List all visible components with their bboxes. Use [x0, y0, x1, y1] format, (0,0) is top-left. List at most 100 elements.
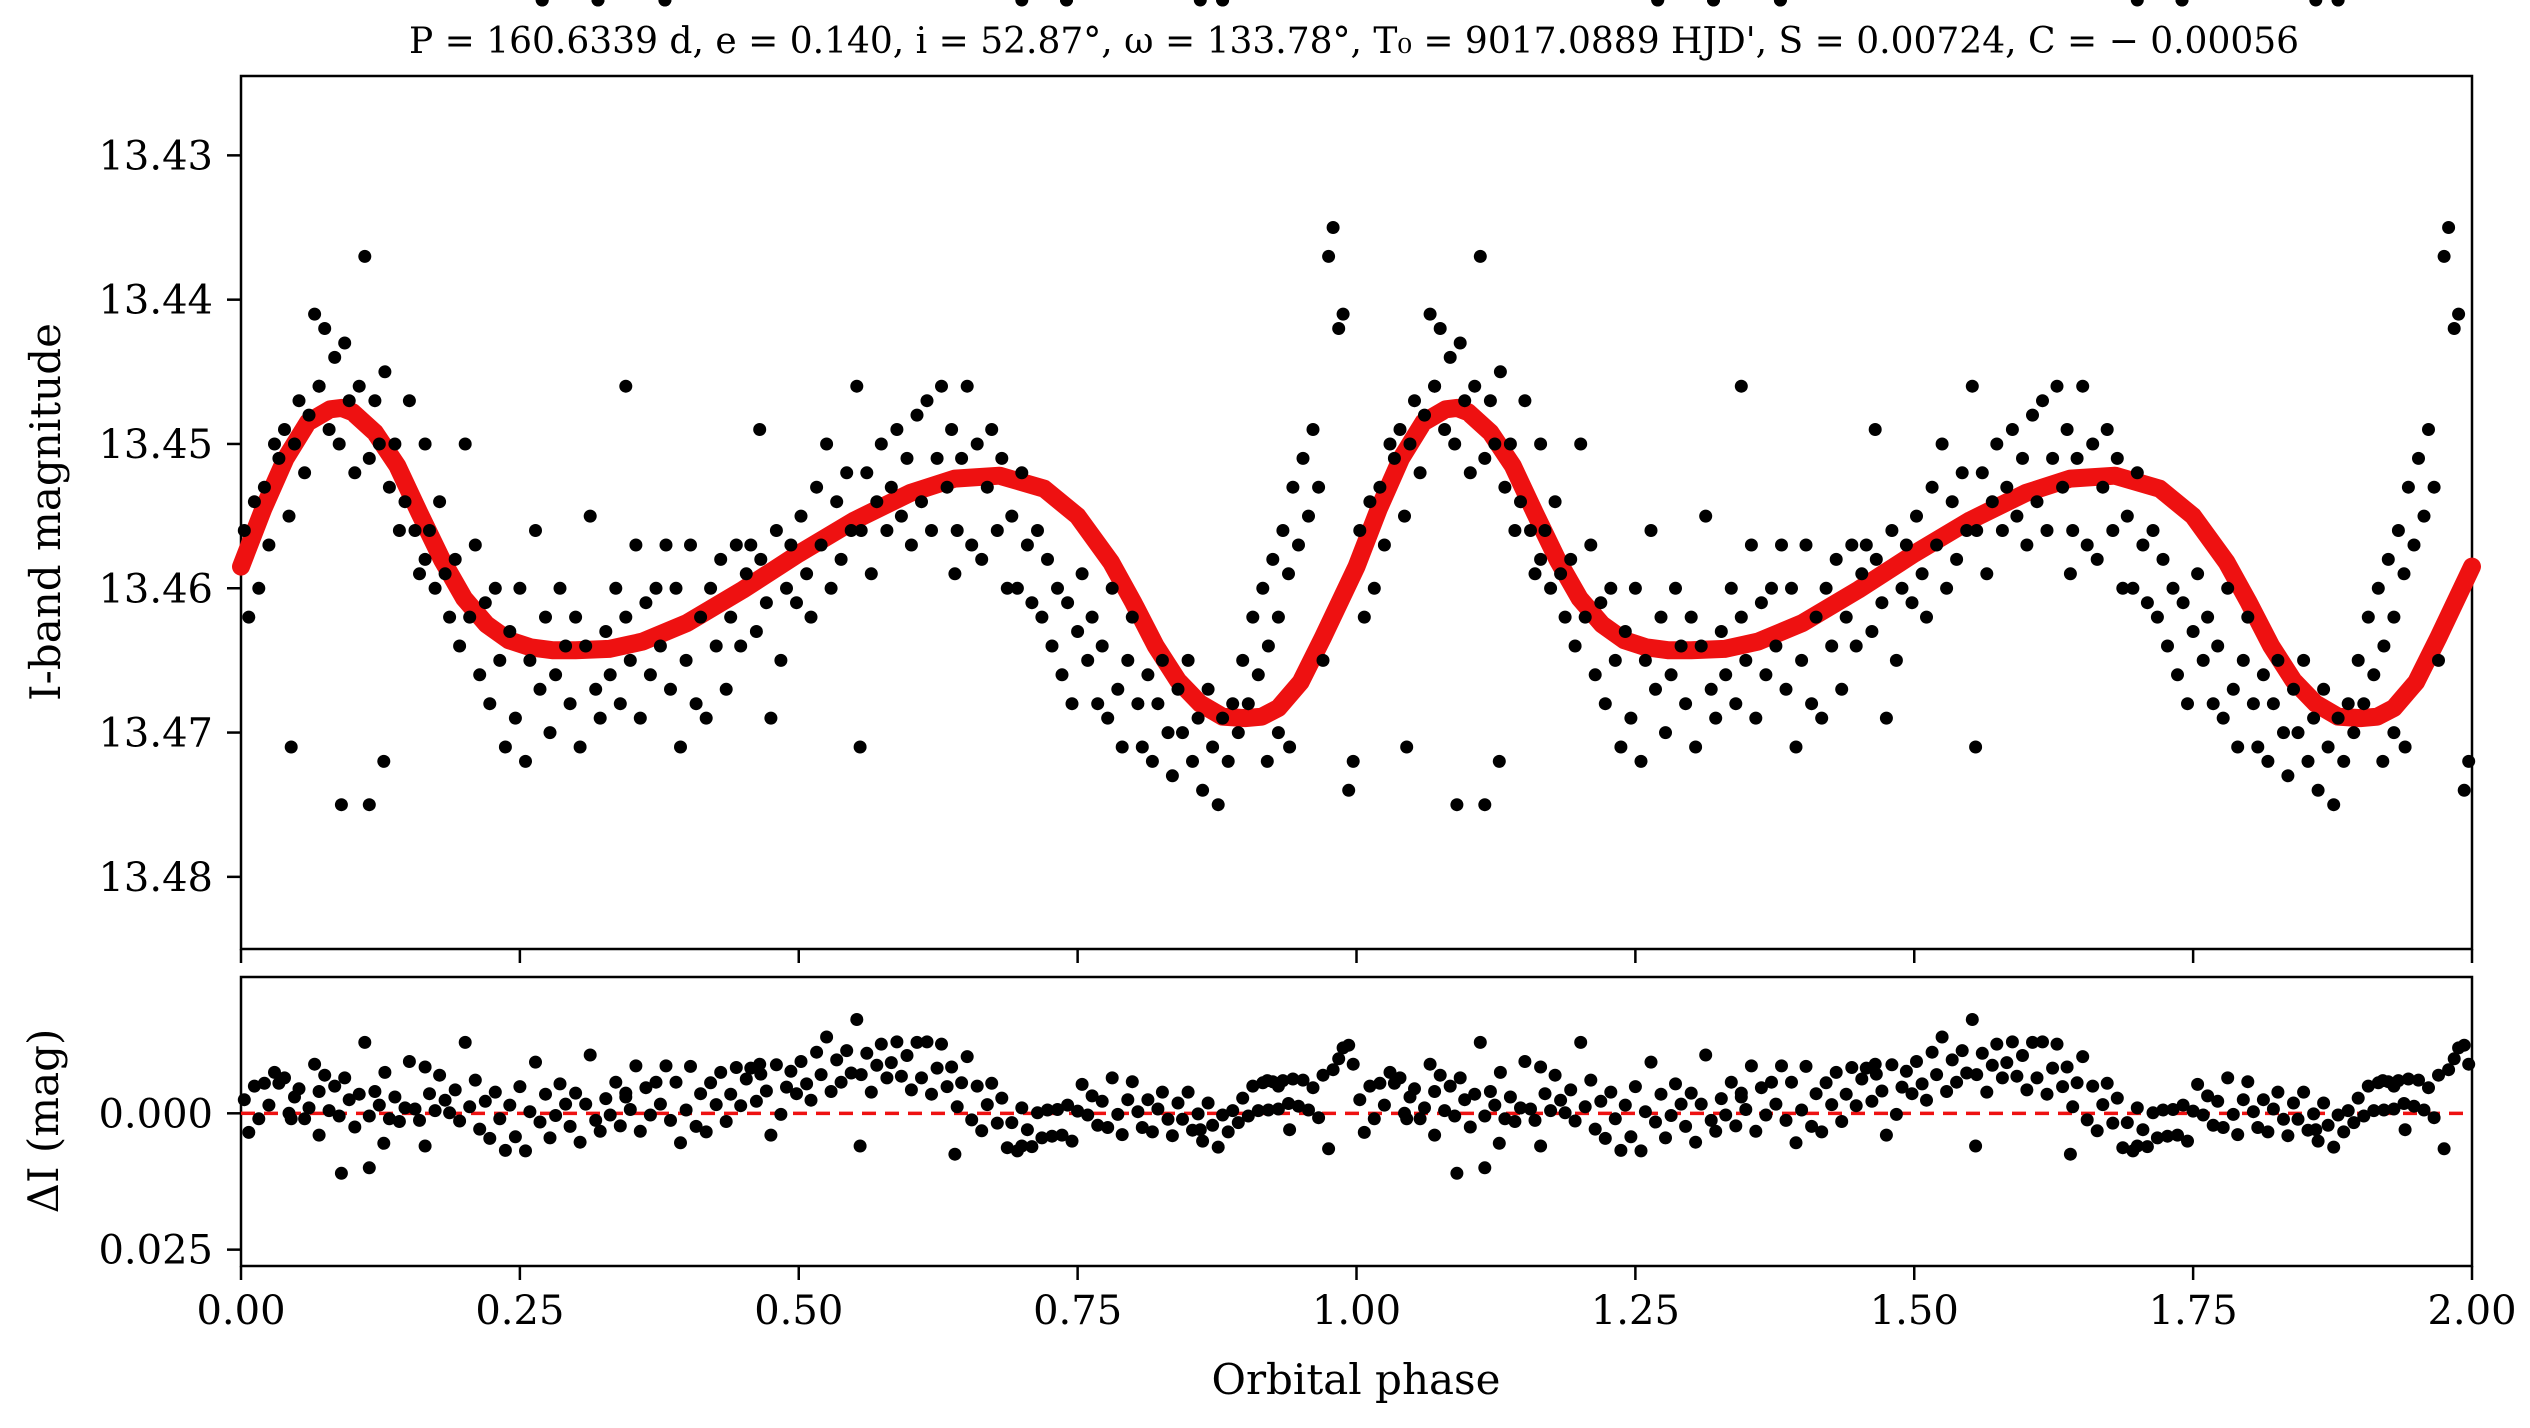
observation-point	[1534, 437, 1548, 451]
residual-point	[262, 1098, 276, 1112]
observation-point	[348, 466, 362, 480]
residual-point	[535, 0, 549, 7]
residual-point	[1829, 1065, 1843, 1079]
residual-point	[2150, 1131, 2164, 1145]
residual-point	[312, 1085, 326, 1098]
observation-point	[1231, 726, 1245, 740]
residual-point	[1075, 1077, 1089, 1091]
residual-point	[483, 1131, 497, 1145]
residual-point	[1889, 1107, 1903, 1121]
observation-point	[1654, 610, 1668, 624]
observation-point	[1458, 394, 1472, 408]
residual-point	[1724, 1075, 1738, 1089]
residual-point	[1905, 1087, 1919, 1101]
residual-point	[854, 1068, 868, 1082]
residual-point	[348, 1120, 362, 1134]
observation-point	[443, 610, 457, 624]
residual-point	[1418, 1101, 1431, 1115]
residual-point	[2437, 1142, 2451, 1156]
residual-point	[950, 1100, 964, 1114]
observation-point	[940, 480, 954, 494]
residual-point	[1985, 1058, 1999, 1072]
observation-point	[583, 509, 597, 523]
observation-point	[1664, 668, 1678, 682]
residual-point	[1206, 1118, 1220, 1132]
observation-point	[1450, 798, 1464, 812]
residual-point	[418, 1060, 432, 1074]
observation-point	[900, 451, 914, 465]
residual-point	[2447, 1052, 2461, 1066]
observation-point	[529, 524, 542, 537]
residual-point	[1869, 1067, 1883, 1081]
residual-point	[2201, 1089, 2215, 1103]
observation-point	[428, 581, 442, 595]
residual-point	[694, 1087, 708, 1101]
observation-point	[377, 754, 391, 768]
residual-point	[1785, 1075, 1798, 1089]
observation-point	[689, 697, 703, 711]
observation-point	[2376, 754, 2390, 768]
observation-point	[2106, 524, 2120, 537]
residual-point	[1488, 1098, 1502, 1112]
residual-point	[543, 1131, 557, 1145]
residual-point	[769, 1058, 783, 1072]
residual-point	[443, 1106, 457, 1120]
residual-point	[639, 1081, 653, 1095]
top-y-tick-label: 13.45	[98, 422, 213, 468]
residual-point	[1473, 1035, 1487, 1049]
residual-point	[874, 1037, 888, 1051]
observation-point	[1336, 307, 1350, 321]
residual-point	[1734, 1090, 1748, 1104]
residual-point	[1413, 1112, 1427, 1126]
observation-point	[1624, 711, 1638, 725]
observation-point	[418, 552, 432, 566]
residual-point	[1654, 1087, 1668, 1101]
observation-point	[1055, 668, 1069, 682]
observation-point	[1879, 711, 1893, 725]
residual-point	[754, 1067, 768, 1081]
observation-point	[884, 480, 898, 494]
observation-point	[1483, 394, 1497, 408]
residual-point	[2277, 1112, 2290, 1126]
residual-panel: 0.000 0.025 0.00 0.25 0.50 0.75 1.00 1.25 1.50 1…	[19, 0, 2517, 1404]
residual-point	[920, 1035, 934, 1049]
residual-point	[1704, 1113, 1718, 1127]
observation-point	[2066, 524, 2080, 537]
observation-point	[744, 538, 758, 552]
residual-point	[975, 1124, 989, 1138]
residual-point	[1634, 1144, 1648, 1158]
bottom-x-tick-label: 1.25	[1591, 1288, 1680, 1334]
residual-point	[292, 1082, 306, 1096]
observation-point	[639, 596, 653, 610]
residual-point	[1181, 1085, 1195, 1099]
residual-point	[674, 1136, 687, 1150]
observation-point	[1387, 451, 1401, 465]
residual-point	[334, 1166, 348, 1180]
bottom-x-tick-label: 0.00	[196, 1288, 285, 1334]
observation-point	[719, 682, 733, 696]
observation-point	[1930, 538, 1944, 552]
observation-point	[1990, 437, 2004, 451]
residual-point	[1492, 1136, 1506, 1150]
residual-point	[2341, 1104, 2355, 1118]
residual-point	[1332, 1052, 1346, 1066]
observation-point	[334, 798, 348, 812]
observation-point	[619, 610, 633, 624]
observation-point	[1779, 682, 1793, 696]
residual-point	[915, 1071, 928, 1085]
observation-point	[1754, 596, 1768, 610]
observation-point	[278, 423, 291, 436]
observation-point	[262, 538, 276, 552]
observation-point	[2361, 610, 2375, 624]
residual-point	[1283, 1123, 1297, 1137]
observation-point	[844, 524, 858, 537]
residual-point	[649, 1075, 663, 1089]
observation-point	[408, 524, 422, 537]
residual-point	[894, 1069, 908, 1083]
observation-point	[2281, 769, 2295, 783]
residual-point	[2331, 0, 2345, 7]
observation-point	[2462, 754, 2476, 768]
observation-point	[1423, 307, 1437, 321]
observation-points-layer	[237, 0, 2476, 812]
residual-point	[2070, 1076, 2084, 1090]
